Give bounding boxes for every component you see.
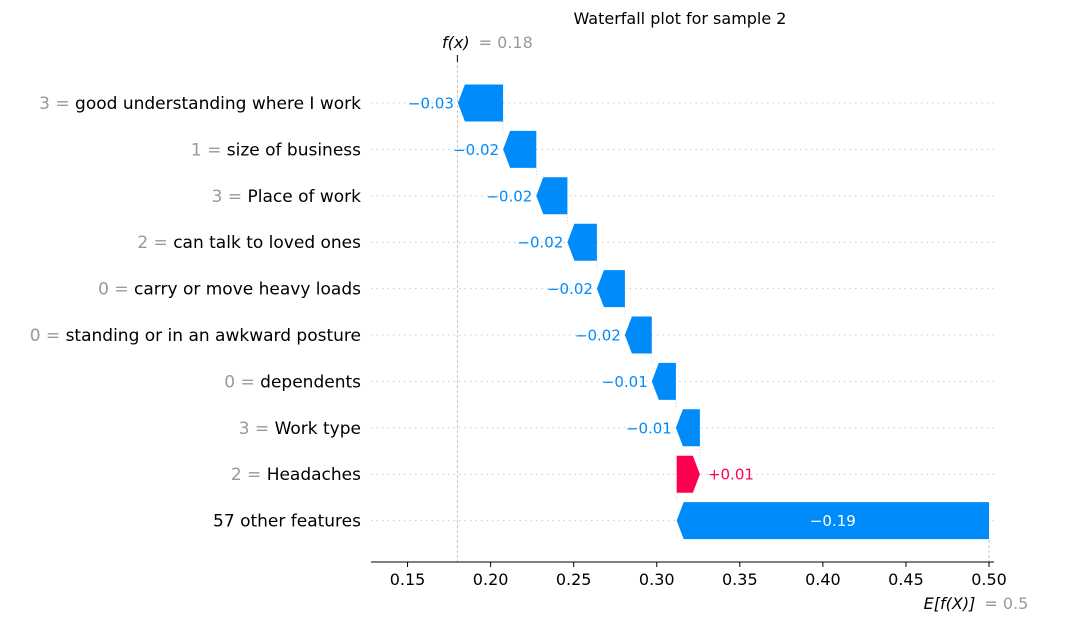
waterfall-bar xyxy=(676,455,700,493)
bar-value-label: +0.01 xyxy=(708,466,754,484)
waterfall-bar xyxy=(675,409,700,447)
bar-value-label: −0.02 xyxy=(575,327,621,345)
feature-name: standing or in an awkward posture xyxy=(66,326,361,346)
x-tick-label: 0.35 xyxy=(722,570,758,589)
waterfall-bars: −0.03 −0.02 −0.02 −0.02 −0.02 −0.02 −0.01 −0.01… xyxy=(408,84,989,540)
fx-annotation: f(x) = 0.18 xyxy=(442,33,533,52)
bar-value-label: −0.01 xyxy=(626,419,672,437)
feature-label: 57 other features xyxy=(213,512,361,532)
feature-label: 0 = dependents xyxy=(224,372,361,392)
feature-label: 0 = carry or move heavy loads xyxy=(98,280,361,300)
waterfall-bar xyxy=(567,223,597,261)
feature-value: 0 = xyxy=(30,326,66,346)
efx-annotation: E[f(X)] = 0.5 xyxy=(924,594,1029,613)
x-tick-label: 0.45 xyxy=(888,570,924,589)
feature-label: 3 = Place of work xyxy=(212,187,362,207)
bar-value-label: −0.19 xyxy=(810,512,856,530)
feature-value: 3 = xyxy=(212,187,248,207)
bar-value-label: −0.01 xyxy=(602,373,648,391)
feature-label: 3 = good understanding where I work xyxy=(39,94,361,114)
waterfall-bar xyxy=(596,270,625,308)
feature-name: good understanding where I work xyxy=(75,94,361,114)
feature-label: 2 = Headaches xyxy=(231,465,361,485)
svg-text:f(x) = 0.18: f(x) = 0.18 xyxy=(442,33,533,52)
feature-labels: 3 = good understanding where I work 1 = s… xyxy=(30,94,361,532)
feature-value: 1 = xyxy=(191,140,227,160)
feature-name: size of business xyxy=(227,140,361,160)
waterfall-bar xyxy=(624,316,652,354)
feature-label: 3 = Work type xyxy=(239,419,361,439)
efx-value: = 0.5 xyxy=(984,594,1028,613)
feature-label: 0 = standing or in an awkward posture xyxy=(30,326,361,346)
x-tick-label: 0.20 xyxy=(473,570,509,589)
bar-value-label: −0.02 xyxy=(453,141,499,159)
bar-value-label: −0.02 xyxy=(517,234,563,252)
feature-name: Headaches xyxy=(267,465,361,485)
x-tick-label: 0.40 xyxy=(805,570,841,589)
feature-value: 3 = xyxy=(39,94,75,114)
chart-title: Waterfall plot for sample 2 xyxy=(574,9,787,28)
feature-label: 2 = can talk to loved ones xyxy=(137,233,361,253)
efx-label: E[f(X)] xyxy=(924,594,976,613)
waterfall-bar xyxy=(536,177,568,215)
feature-name: Place of work xyxy=(247,187,361,207)
feature-name: can talk to loved ones xyxy=(173,233,361,253)
feature-value: 2 = xyxy=(137,233,173,253)
fx-value: = 0.18 xyxy=(479,33,533,52)
feature-label: 1 = size of business xyxy=(191,140,361,160)
x-tick-label: 0.50 xyxy=(971,570,1007,589)
fx-label: f(x) xyxy=(442,33,470,52)
waterfall-bar xyxy=(651,362,676,400)
feature-name: 57 other features xyxy=(213,512,361,532)
bar-value-label: −0.02 xyxy=(486,187,532,205)
x-tick-label: 0.30 xyxy=(639,570,675,589)
x-axis: 0.15 0.20 0.25 0.30 0.35 0.40 0.45 0.50 xyxy=(390,562,1007,589)
waterfall-bar xyxy=(457,84,504,122)
feature-value: 0 = xyxy=(98,280,134,300)
feature-name: Work type xyxy=(275,419,361,439)
bar-value-label: −0.03 xyxy=(408,95,454,113)
x-tick-label: 0.15 xyxy=(390,570,426,589)
bar-value-label: −0.02 xyxy=(547,280,593,298)
reference-lines xyxy=(456,55,990,562)
feature-name: dependents xyxy=(260,372,361,392)
feature-value: 0 = xyxy=(224,372,260,392)
x-tick-label: 0.25 xyxy=(556,570,592,589)
feature-value: 3 = xyxy=(239,419,275,439)
waterfall-bar xyxy=(503,130,537,168)
feature-name: carry or move heavy loads xyxy=(134,280,361,300)
waterfall-bar xyxy=(676,502,989,540)
feature-value: 2 = xyxy=(231,465,267,485)
svg-text:E[f(X)] = 0.5: E[f(X)] = 0.5 xyxy=(924,594,1029,613)
